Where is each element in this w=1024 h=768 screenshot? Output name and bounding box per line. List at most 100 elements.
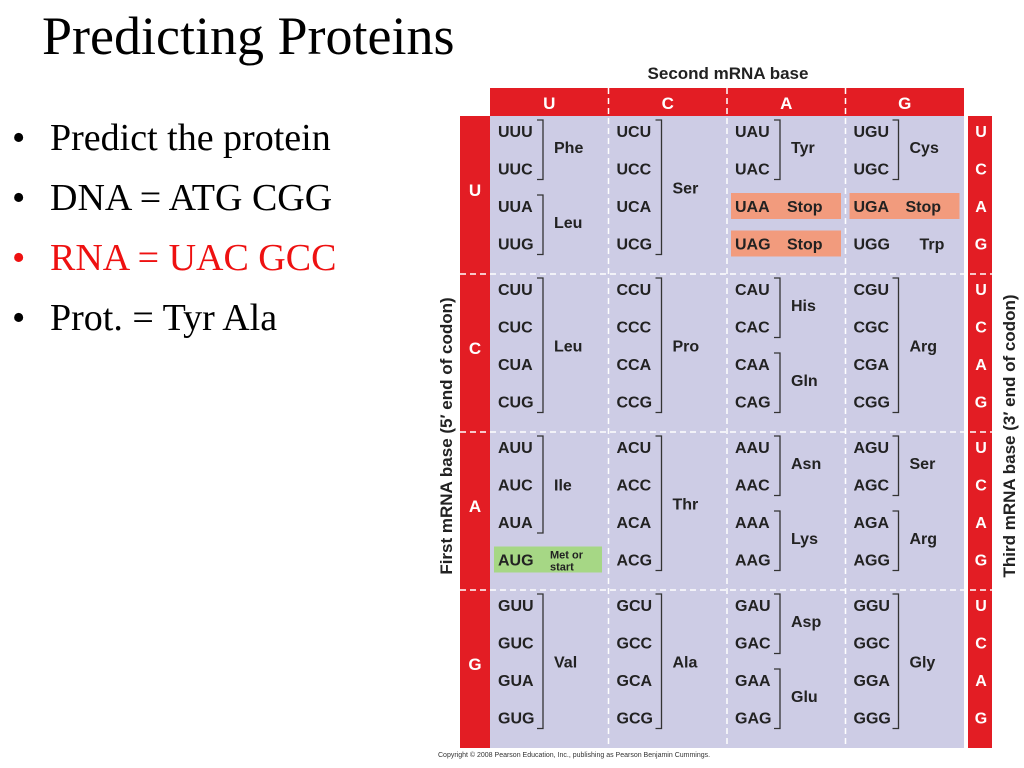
third-base-label: G [975,553,987,570]
codon-label: CCC [617,320,652,337]
amino-acid-label: Ile [554,478,572,495]
amino-acid-label: Asp [791,614,821,631]
first-base-label: C [469,339,481,358]
codon-label: GCA [617,673,653,690]
bullet-text: Prot. = Tyr Ala [50,297,278,339]
codon-label: UUG [498,237,534,254]
stop-codon-label: Stop [787,237,823,254]
codon-label: GGA [854,673,891,690]
amino-acid-label: Gly [910,654,936,671]
start-highlight [494,546,602,573]
codon-label: GGG [854,711,891,728]
second-base-label: C [662,94,674,113]
second-base-label: U [543,94,555,113]
third-base-label: U [975,124,987,141]
stop-highlight [731,193,841,219]
codon-label: UUC [498,162,533,179]
codon-label: ACA [617,515,652,532]
codon-label: AAU [735,440,770,457]
amino-acid-label: Asn [791,456,821,473]
codon-bracket [774,277,781,339]
bullet-dot-icon: • [12,117,26,159]
codon-label: ACC [617,478,652,495]
codon-label: CUC [498,320,533,337]
third-base-label: U [975,282,987,299]
codon-label: AGG [854,553,890,570]
third-base-label: U [975,440,987,457]
codon-label: CAA [735,357,770,374]
codon-label: CGC [854,320,890,337]
codon-bracket [655,277,663,414]
codon-label: UGU [854,124,890,141]
codon-label: AGC [854,478,890,495]
codon-label: AAG [735,553,771,570]
amino-acid-label: Thr [673,496,699,513]
codon-label: CCG [617,395,653,412]
codon-bracket [774,119,781,181]
codon-label: GAA [735,673,771,690]
codon-bracket [537,593,544,730]
codon-bracket [774,510,781,572]
codon-label: CCA [617,357,652,374]
amino-acid-label: Ala [673,654,698,671]
codon-label: ACU [617,440,652,457]
third-base-label: A [975,515,987,532]
amino-acid-label: Glu [791,689,818,706]
amino-acid-label: Pro [673,338,700,355]
stop-highlight [849,193,960,219]
codon-label: AGA [854,515,890,532]
codon-label: CGU [854,282,890,299]
codon-label: GUG [498,711,534,728]
codon-table: UUUCAGCCUCAGAAUCAGGGUCAGUUUUUCUUAUUGUCUU… [460,88,992,748]
codon-label: AUC [498,478,533,495]
codon-label: GUU [498,598,534,615]
codon-label: CGA [854,357,890,374]
amino-acid-label: Arg [910,338,938,355]
bullet-item: • DNA = ATG CGG [12,168,336,228]
codon-bracket [892,435,900,497]
amino-acid-label: Lys [791,531,818,548]
third-base-label: C [975,636,987,653]
codon-bracket [537,194,544,256]
amino-acid-label: Gln [791,373,818,390]
codon-label: GAU [735,598,771,615]
codon-bracket [655,435,663,572]
codon-label: GCU [617,598,653,615]
codon-bracket [892,277,900,414]
codon-label: AUG [498,553,534,570]
amino-acid-label: Ser [910,456,936,473]
codon-bracket [537,277,544,414]
codon-label: UCG [617,237,653,254]
codon-label: UCU [617,124,652,141]
codon-label: CAC [735,320,770,337]
codon-bracket [892,593,900,730]
codon-label: ACG [617,553,653,570]
codon-label: GCC [617,636,653,653]
third-base-label: G [975,395,987,412]
codon-label: GUA [498,673,534,690]
codon-label: GUC [498,636,534,653]
second-base-caption: Second mRNA base [647,64,809,83]
third-base-label: U [975,598,987,615]
start-label-line: start [550,562,574,574]
codon-label: CUA [498,357,533,374]
codon-label: CAU [735,282,770,299]
codon-label: CGG [854,395,890,412]
codon-bracket [655,593,663,730]
first-base-label: U [469,181,481,200]
codon-label: UCA [617,199,652,216]
first-base-label: A [469,497,481,516]
codon-label: GCG [617,711,653,728]
codon-label: UAG [735,237,771,254]
codon-label: GGU [854,598,890,615]
codon-label: UAC [735,162,770,179]
codon-label: AAC [735,478,770,495]
third-base-label: G [975,711,987,728]
codon-label: CCU [617,282,652,299]
codon-bracket [892,119,900,181]
stop-highlight [731,230,841,257]
third-base-label: A [975,673,987,690]
codon-label: AUU [498,440,533,457]
codon-label: CAG [735,395,771,412]
codon-bracket [537,119,544,181]
